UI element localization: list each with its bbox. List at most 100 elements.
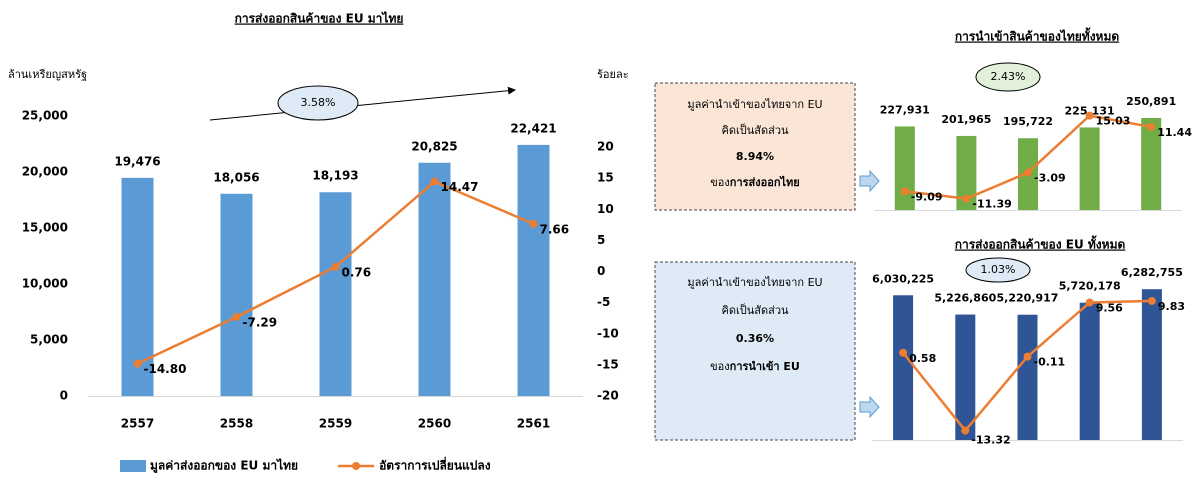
bar: [517, 144, 550, 396]
bar: [1079, 127, 1100, 210]
note-prefix: ของ: [710, 360, 730, 373]
annotation: 1.03%: [981, 263, 1016, 276]
bar: [893, 295, 914, 440]
y2-tick-label: 5: [597, 233, 605, 247]
data-label: 5,720,178: [1059, 280, 1121, 293]
annotation-ellipse: [965, 257, 1031, 283]
legend-swatch: [120, 460, 146, 472]
data-label: -11.39: [972, 198, 1011, 211]
y-tick-label: 5,000: [30, 333, 68, 347]
data-label: 227,931: [880, 103, 930, 116]
line-marker: [1147, 296, 1156, 305]
data-label: 19,476: [114, 154, 160, 168]
data-label: 7.66: [540, 222, 570, 236]
bar: [955, 314, 976, 440]
x-tick-label: 2561: [517, 417, 550, 431]
block-arrow: [859, 395, 880, 419]
note-bold: การส่งออกไทย: [730, 175, 800, 189]
x-tick-label: 2557: [121, 417, 154, 431]
data-label: 5,220,917: [997, 292, 1059, 305]
line-marker: [232, 312, 241, 321]
bar: [319, 192, 352, 396]
note-prefix: ของ: [710, 176, 730, 189]
chart-title: การนำเข้าสินค้าของไทยทั้งหมด: [955, 27, 1120, 44]
data-label: -13.32: [971, 434, 1010, 447]
line-marker: [1023, 352, 1032, 361]
x-tick-label: 2558: [220, 417, 253, 431]
x-tick-label: 2559: [319, 417, 352, 431]
data-label: 22,421: [510, 121, 556, 135]
y2-axis-label: ร้อยละ: [597, 68, 629, 81]
line-marker: [1085, 298, 1094, 307]
line-marker: [1147, 122, 1156, 131]
bar: [956, 135, 977, 210]
bar: [1079, 302, 1100, 440]
bar: [894, 126, 915, 210]
data-label: -3.09: [1034, 172, 1066, 185]
data-label: 6,030,225: [872, 272, 934, 285]
y-tick-label: 20,000: [22, 165, 68, 179]
data-label: 5,226,860: [934, 292, 996, 305]
legend-swatch: [352, 462, 361, 470]
note-line: คิดเป็นสัดส่วน: [721, 123, 789, 137]
data-label: 14.47: [441, 180, 479, 194]
chart-title: การส่งออกสินค้าของ EU ทั้งหมด: [955, 235, 1126, 252]
trend-arrow: [209, 86, 516, 121]
data-label: -0.11: [1034, 356, 1066, 369]
line-marker: [962, 194, 971, 203]
note-box: [654, 82, 856, 211]
chart-title: การส่งออกสินค้าของ EU มาไทย: [235, 11, 404, 26]
data-label: 0.58: [909, 352, 936, 365]
data-label: 225,131: [1065, 104, 1115, 117]
block-arrow: [859, 169, 880, 193]
data-label: 195,722: [1003, 115, 1053, 128]
note-line: 8.94%: [736, 150, 774, 163]
line-marker: [529, 219, 538, 228]
y2-tick-label: 0: [597, 264, 605, 278]
y-tick-label: 15,000: [22, 221, 68, 235]
note-box: [654, 261, 856, 441]
line-marker: [899, 348, 908, 357]
data-label: 0.76: [342, 265, 372, 279]
note-line: คิดเป็นสัดส่วน: [721, 303, 789, 317]
line-marker: [331, 262, 340, 271]
data-label: -9.09: [911, 190, 943, 203]
note-line: ของการส่งออกไทย: [710, 175, 799, 189]
y2-tick-label: 20: [597, 140, 614, 154]
bar: [418, 162, 451, 396]
data-label: 15.03: [1096, 115, 1131, 128]
legend-label: มูลค่าส่งออกของ EU มาไทย: [150, 458, 298, 474]
data-label: -7.29: [243, 315, 278, 329]
data-label: 6,282,755: [1121, 266, 1183, 279]
data-label: 11.44: [1157, 126, 1192, 139]
bar: [1017, 314, 1038, 440]
bar: [1141, 118, 1162, 210]
y-tick-label: 0: [60, 389, 68, 403]
data-label: 18,193: [312, 169, 358, 183]
annotation: 2.43%: [991, 70, 1026, 83]
y2-tick-label: -10: [597, 326, 619, 340]
note-line: ของการนำเข้า EU: [710, 360, 800, 373]
y2-tick-label: -5: [597, 295, 610, 309]
annotation: 3.58%: [301, 96, 336, 109]
data-label: 9.56: [1096, 301, 1123, 314]
x-tick-label: 2560: [418, 417, 451, 431]
note-bold: การนำเข้า EU: [730, 360, 800, 373]
line-marker: [1024, 168, 1032, 177]
data-label: 9.83: [1158, 300, 1185, 313]
line-marker: [133, 359, 142, 368]
data-label: 20,825: [411, 139, 457, 153]
y2-tick-label: 15: [597, 171, 614, 185]
y2-tick-label: -15: [597, 357, 619, 371]
bar: [1141, 289, 1162, 440]
data-label: 18,056: [213, 170, 259, 184]
data-label: -14.80: [144, 362, 187, 376]
bar: [220, 193, 253, 396]
note-line: มูลค่านำเข้าของไทยจาก EU: [687, 98, 822, 111]
annotation-ellipse: [975, 62, 1041, 92]
annotation-ellipse: [277, 85, 359, 121]
y2-tick-label: 10: [597, 202, 614, 216]
line-marker: [1085, 111, 1094, 120]
y-axis-label: ล้านเหรียญสหรัฐ: [8, 68, 87, 81]
